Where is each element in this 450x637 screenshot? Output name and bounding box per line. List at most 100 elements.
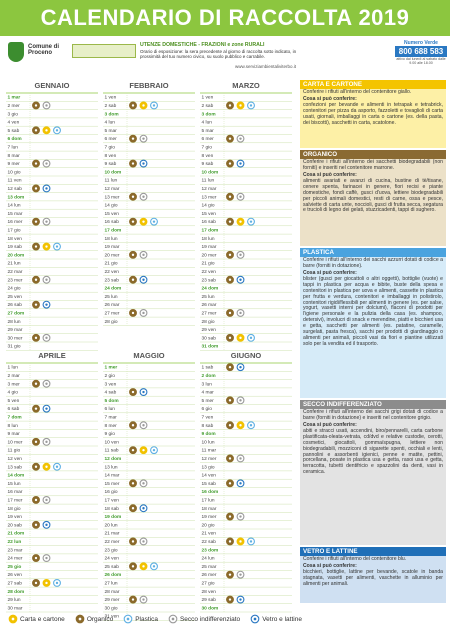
day-label: 24 mer <box>8 556 23 562</box>
day-label: 18 ven <box>8 236 23 242</box>
info-text: abiti e stracci usati, accendini, biro/p… <box>303 427 443 476</box>
bin-icon-dot <box>34 556 38 560</box>
bin-icon-dot <box>45 104 48 107</box>
day-label: 31 gio <box>8 344 21 350</box>
day-label: 28 mar <box>105 589 120 595</box>
bin-icon-dot <box>239 573 242 576</box>
day-label: 26 dom <box>105 572 122 578</box>
bin-icon-dot <box>249 220 253 223</box>
day-label: 12 sab <box>8 186 23 192</box>
bin-icon-dot <box>239 220 242 223</box>
info-subtitle: Cosa si può conferire: <box>303 270 357 276</box>
bin-icon-dot <box>126 617 130 621</box>
day-label: 11 lun <box>105 178 118 184</box>
bin-icon-dot <box>152 565 156 568</box>
bin-icon-dot <box>131 104 135 107</box>
bin-icon-dot <box>249 540 253 543</box>
day-label: 23 mar <box>8 547 23 553</box>
day-label: 17 ven <box>105 498 120 504</box>
bin-icon-dot <box>131 482 135 485</box>
day-label: 23 sab <box>105 277 120 283</box>
legend-item: Secco indifferenziato <box>168 614 240 624</box>
day-label: 30 dom <box>202 605 219 611</box>
day-label: 23 sab <box>202 277 217 283</box>
day-label: 2 sab <box>105 103 117 109</box>
legend-label: Organico <box>86 615 114 623</box>
info-title: SECCO INDIFFERENZIATO <box>300 400 446 410</box>
legend-icon <box>123 614 133 624</box>
bin-icon-dot <box>228 598 232 601</box>
bin-icon-dot <box>142 195 145 198</box>
info-subtitle: Cosa si può conferire: <box>303 563 357 570</box>
day-label: 13 mer <box>202 194 217 200</box>
day-label: 26 sab <box>8 302 23 308</box>
bin-icon-dot <box>228 365 232 369</box>
bin-icon-dot <box>142 390 145 394</box>
day-label: 27 sab <box>8 581 23 587</box>
day-label: 14 gio <box>105 203 118 209</box>
bin-icon-dot <box>249 336 253 340</box>
bin-icon-dot <box>55 581 59 585</box>
bin-icon-dot <box>228 482 232 485</box>
bin-icon-dot <box>228 278 232 281</box>
day-label: 26 mar <box>105 302 120 308</box>
day-label: 6 dom <box>8 136 22 142</box>
day-label: 8 lun <box>8 423 19 429</box>
day-label: 7 gio <box>202 145 213 151</box>
bin-icon-dot <box>239 399 242 402</box>
day-label: 16 sab <box>105 219 120 225</box>
day-label: 15 ven <box>202 211 217 217</box>
day-label: 7 lun <box>8 145 19 151</box>
bin-icon-dot <box>228 540 232 543</box>
bin-icon-dot <box>45 382 48 385</box>
info-text: alimenti avariati e avanzi di cucina, bu… <box>303 177 443 214</box>
day-label: 4 sab <box>105 390 117 396</box>
day-label: 27 mer <box>202 311 217 317</box>
bin-icon-dot <box>34 382 38 385</box>
info-subtitle: Cosa si può conferire: <box>303 422 357 428</box>
day-label: 24 ven <box>105 556 120 562</box>
bin-icon-dot <box>131 540 135 543</box>
bin-icon-dot <box>45 556 48 560</box>
bin-icon-dot <box>34 440 38 444</box>
day-label: 11 sab <box>105 448 119 454</box>
day-label: 4 ven <box>8 120 20 126</box>
bin-icon-dot <box>78 617 82 621</box>
day-label: 20 sab <box>8 522 23 528</box>
bin-icon-dot <box>239 104 242 107</box>
bin-icon-dot <box>131 390 135 394</box>
bin-icon-dot <box>228 311 232 315</box>
day-label: 28 lun <box>8 319 21 325</box>
day-label: 10 ven <box>105 439 120 445</box>
legend-icon <box>8 614 18 624</box>
bin-icon-dot <box>142 278 145 281</box>
day-label: 30 gio <box>105 605 118 611</box>
bin-icon-dot <box>45 581 48 585</box>
day-label: 15 mer <box>105 481 120 487</box>
day-label: 10 gio <box>8 169 21 175</box>
logo <box>8 42 24 62</box>
day-label: 14 mar <box>105 473 120 479</box>
day-label: 3 dom <box>202 111 216 117</box>
legend-icon <box>168 614 178 624</box>
info-text: bicchieri, bottiglie, lattine per bevand… <box>303 569 443 587</box>
day-label: 16 mar <box>8 489 23 495</box>
day-label: 8 mar <box>8 153 21 159</box>
day-label: 25 ven <box>8 294 23 300</box>
day-label: 18 lun <box>105 236 118 242</box>
day-label: 30 sab <box>202 335 217 341</box>
bin-icon-dot <box>34 187 38 190</box>
day-label: 7 dom <box>8 415 22 421</box>
day-label: 29 mar <box>8 327 23 333</box>
month-name: MARZO <box>232 81 260 90</box>
month-name: GENNAIO <box>34 81 69 90</box>
day-label: 28 dom <box>8 589 25 595</box>
bin-icon-dot <box>45 278 48 281</box>
bin-icon-dot <box>142 598 145 601</box>
bin-icon-dot <box>34 220 38 223</box>
bin-icon-dot <box>34 465 38 468</box>
bin-icon-dot <box>228 253 232 257</box>
day-label: 24 dom <box>202 286 219 292</box>
info-subtitle: Cosa si può conferire: <box>303 96 357 103</box>
